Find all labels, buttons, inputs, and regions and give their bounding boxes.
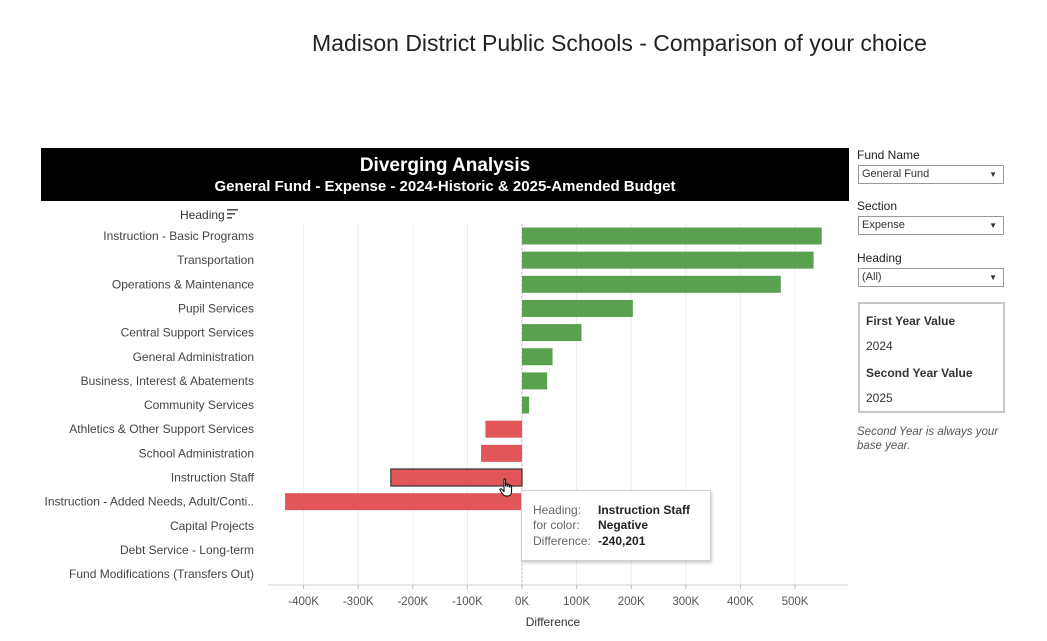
x-tick-label: -100K	[452, 596, 483, 608]
x-tick-label: 400K	[727, 596, 754, 608]
bar	[481, 444, 522, 462]
first-year-label: First Year Value	[866, 314, 956, 328]
bar	[485, 420, 522, 438]
bar	[522, 227, 822, 245]
category-label: Pupil Services	[178, 301, 254, 315]
tooltip-value-color: Negative	[598, 518, 649, 532]
category-label: Transportation	[177, 253, 254, 267]
tooltip-value-difference: -240,201	[598, 534, 646, 548]
bar	[522, 348, 553, 366]
category-label: Capital Projects	[170, 519, 254, 533]
category-label: Operations & Maintenance	[112, 277, 254, 291]
x-tick-label: -200K	[397, 596, 428, 608]
tooltip-key-color: for color:	[533, 518, 580, 532]
x-tick-label: -400K	[288, 596, 319, 608]
category-label: Instruction Staff	[171, 471, 255, 485]
fund-name-label: Fund Name	[857, 148, 920, 162]
fund-name-select[interactable]: General Fund ▼	[858, 165, 1004, 184]
fund-name-value: General Fund	[862, 168, 930, 180]
bar	[522, 251, 814, 269]
category-label: School Administration	[139, 446, 254, 460]
bar	[522, 299, 633, 317]
x-tick-label: 0K	[515, 596, 529, 608]
bar	[522, 396, 530, 414]
bar	[522, 372, 548, 390]
chart-title: Diverging Analysis	[359, 155, 531, 176]
bar	[522, 275, 781, 293]
heading-select[interactable]: (All) ▼	[858, 268, 1004, 287]
category-label: Instruction - Basic Programs	[103, 229, 254, 243]
x-tick-label: -300K	[343, 596, 374, 608]
bar	[390, 468, 523, 487]
chevron-down-icon: ▼	[989, 273, 997, 282]
chevron-down-icon: ▼	[989, 221, 997, 230]
chevron-down-icon: ▼	[989, 170, 997, 179]
bar-tooltip: Heading: Instruction Staff for color: Ne…	[521, 490, 711, 561]
first-year-value[interactable]: 2024	[866, 339, 893, 353]
category-label: General Administration	[133, 350, 254, 364]
sort-icon[interactable]	[227, 209, 239, 219]
heading-axis-label: Heading	[180, 208, 225, 222]
x-axis-title: Difference	[526, 615, 581, 629]
section-label: Section	[857, 199, 898, 213]
heading-filter-label: Heading	[857, 251, 902, 265]
chart-subtitle: General Fund - Expense - 2024-Historic &…	[214, 178, 676, 195]
chart-header: Diverging Analysis General Fund - Expens…	[41, 148, 849, 201]
hand-pointer-icon	[499, 478, 513, 497]
heading-value: (All)	[862, 271, 882, 283]
tooltip-value-heading: Instruction Staff	[598, 503, 690, 517]
x-tick-label: 500K	[782, 596, 809, 608]
bar	[522, 324, 582, 342]
x-tick-label: 200K	[618, 596, 645, 608]
tooltip-key-heading: Heading:	[533, 503, 582, 517]
category-label: Community Services	[144, 398, 254, 412]
section-select[interactable]: Expense ▼	[858, 216, 1004, 235]
base-year-note: Second Year is always your base year.	[857, 426, 999, 452]
bar	[285, 493, 522, 511]
second-year-value[interactable]: 2025	[866, 391, 893, 405]
x-tick-label: 100K	[563, 596, 590, 608]
parameter-panel: First Year Value 2024 Second Year Value …	[858, 302, 1005, 413]
x-tick-label: 300K	[672, 596, 699, 608]
tooltip-key-difference: Difference:	[533, 534, 591, 548]
category-label: Central Support Services	[121, 326, 254, 340]
page-title: Madison District Public Schools - Compar…	[312, 30, 927, 56]
category-label: Fund Modifications (Transfers Out)	[69, 567, 254, 581]
category-label: Business, Interest & Abatements	[81, 374, 254, 388]
category-label: Athletics & Other Support Services	[69, 422, 254, 436]
second-year-label: Second Year Value	[866, 366, 973, 380]
category-label: Instruction - Added Needs, Adult/Conti..	[45, 495, 254, 509]
category-label: Debt Service - Long-term	[120, 543, 254, 557]
section-value: Expense	[862, 219, 905, 231]
